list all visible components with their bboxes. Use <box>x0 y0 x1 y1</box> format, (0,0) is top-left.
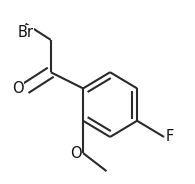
Text: F: F <box>166 130 174 144</box>
Text: O: O <box>70 146 81 161</box>
Text: Br: Br <box>18 25 34 40</box>
Text: O: O <box>12 81 24 96</box>
